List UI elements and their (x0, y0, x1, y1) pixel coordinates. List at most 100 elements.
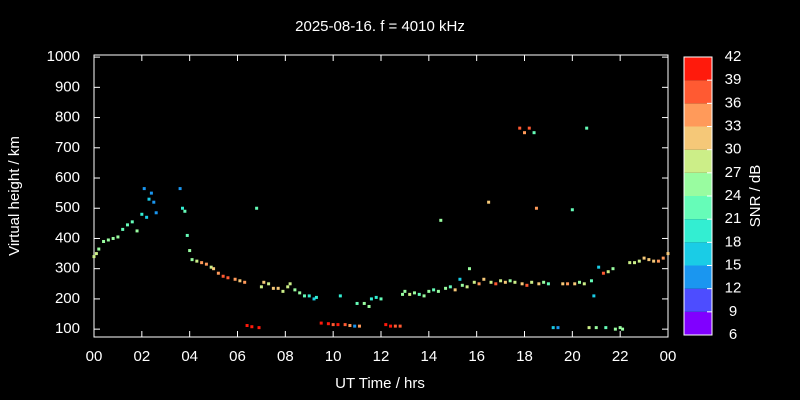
data-point (592, 294, 596, 298)
data-point (578, 280, 582, 284)
colorbar-tick-label: 6 (729, 326, 737, 343)
data-point (448, 285, 452, 289)
data-point (532, 131, 536, 135)
data-point (520, 282, 524, 286)
y-tick-label: 500 (55, 199, 80, 216)
x-tick-label: 00 (660, 348, 677, 365)
colorbar-tick-label: 12 (725, 280, 742, 297)
data-point (94, 252, 98, 256)
data-point (255, 206, 259, 210)
data-point (200, 261, 204, 265)
data-point (606, 270, 610, 274)
data-point (467, 267, 471, 271)
data-point (594, 326, 598, 330)
data-point (379, 297, 383, 301)
data-point (487, 200, 491, 204)
data-point (147, 197, 151, 201)
data-point (286, 285, 290, 289)
data-point (525, 283, 529, 287)
data-point (307, 294, 311, 298)
data-point (604, 326, 608, 330)
data-point (652, 259, 656, 263)
data-point (477, 282, 481, 286)
data-point (573, 282, 577, 286)
data-point (288, 282, 292, 286)
y-tick-label: 300 (55, 260, 80, 277)
colorbar-bin (684, 149, 712, 173)
data-point (472, 280, 476, 284)
y-tick-label: 800 (55, 109, 80, 126)
data-point (601, 271, 605, 275)
data-point (276, 286, 280, 290)
data-point (398, 324, 402, 328)
data-point (188, 249, 192, 253)
data-point (348, 324, 352, 328)
data-point (647, 258, 651, 262)
colorbar-bin (684, 265, 712, 289)
data-point (633, 261, 637, 265)
colorbar-bin (684, 288, 712, 312)
data-point (422, 294, 426, 298)
data-point (140, 212, 144, 216)
data-point (589, 279, 593, 283)
data-point (338, 294, 342, 298)
data-point (460, 283, 464, 287)
data-point (561, 282, 565, 286)
data-point (436, 289, 440, 293)
colorbar-bin (684, 57, 712, 81)
data-point (523, 131, 526, 135)
data-point (582, 282, 586, 286)
data-point (530, 280, 534, 284)
data-point (154, 211, 158, 215)
colorbar-tick-label: 30 (725, 141, 742, 158)
data-point (245, 324, 249, 328)
data-point (106, 238, 110, 242)
data-point (355, 301, 359, 305)
data-point (326, 322, 330, 326)
data-point (661, 256, 665, 260)
data-point (508, 279, 512, 283)
data-point (216, 271, 220, 275)
data-point (369, 297, 373, 301)
colorbar-label: SNR / dB (747, 165, 764, 228)
colorbar-bin (684, 311, 712, 335)
x-tick-label: 22 (612, 348, 629, 365)
data-point (209, 265, 213, 269)
data-point (267, 282, 271, 286)
colorbar-tick-label: 27 (725, 164, 742, 181)
data-point (503, 280, 507, 284)
data-point (389, 324, 393, 328)
x-tick-label: 16 (468, 348, 485, 365)
data-point (298, 291, 302, 295)
data-point (130, 220, 134, 224)
data-point (281, 289, 285, 293)
data-point (152, 200, 156, 204)
data-point (432, 288, 436, 292)
data-point (393, 324, 397, 328)
data-point (401, 292, 405, 296)
colorbar-bin (684, 103, 712, 127)
data-point (384, 323, 388, 327)
data-point (618, 326, 622, 330)
colorbar-bin (684, 172, 712, 196)
data-point (527, 126, 531, 130)
data-point (453, 288, 457, 292)
data-point (482, 277, 486, 281)
y-tick-label: 400 (55, 229, 80, 246)
data-point (257, 326, 261, 330)
colorbar-tick-label: 42 (725, 48, 742, 65)
data-point (353, 324, 357, 328)
x-tick-label: 08 (277, 348, 294, 365)
data-point (125, 223, 129, 227)
colorbar-tick-label: 15 (725, 256, 742, 273)
y-tick-label: 600 (55, 169, 80, 186)
colorbar-tick-label: 9 (729, 303, 737, 320)
colorbar-bin (684, 242, 712, 266)
data-point (499, 279, 503, 283)
data-point (221, 274, 225, 278)
data-point (243, 280, 247, 284)
data-point (444, 286, 448, 290)
data-point (135, 229, 139, 233)
colorbar-tick-label: 36 (725, 94, 742, 111)
data-point (195, 259, 199, 263)
